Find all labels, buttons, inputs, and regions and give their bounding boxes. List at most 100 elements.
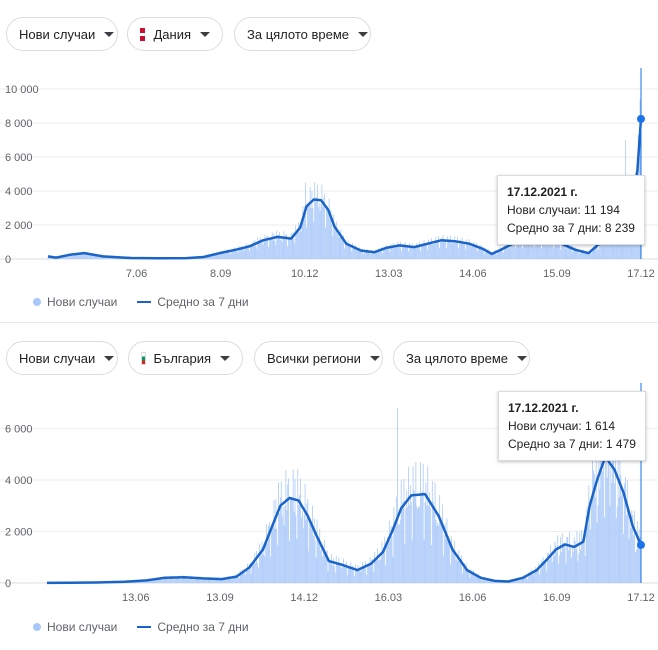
daily-bar [288,478,290,583]
legend-avg7: Средно за 7 дни [157,620,249,634]
daily-bar [373,252,374,259]
daily-bar [235,247,237,259]
daily-bar [517,579,519,583]
daily-bar [356,249,358,259]
daily-bar [575,549,577,583]
daily-bar [484,253,486,259]
daily-bar [331,554,333,583]
x-tick-label: 16.03 [375,592,403,604]
daily-bar [261,541,263,583]
daily-bar [84,255,86,259]
daily-bar [268,246,269,259]
daily-bar [205,257,207,259]
metric-dropdown[interactable]: Нови случаи [6,17,118,51]
daily-bar [561,241,563,259]
country-dropdown-label: България [153,350,211,366]
daily-bar [241,246,242,259]
daily-bar [633,535,635,583]
daily-bar [90,254,91,259]
daily-bar [332,564,333,583]
hover-point [637,540,645,549]
daily-bar [303,218,305,259]
daily-bar [215,254,217,259]
daily-bar [564,245,566,259]
daily-bar [630,528,632,583]
daily-bar [334,227,335,259]
daily-bar [375,558,376,583]
daily-bar [486,579,488,583]
daily-bar [282,238,284,259]
daily-bar [636,521,638,583]
daily-bar [306,227,307,259]
daily-bar [467,244,469,259]
daily-bar [324,193,326,259]
period-dropdown[interactable]: За цялото време [393,341,530,375]
daily-bar [602,471,603,583]
daily-bar [383,547,385,583]
daily-bar [236,573,238,583]
country-dropdown[interactable]: България [128,341,243,375]
daily-bar [246,569,247,583]
chart-tooltip: 17.12.2021 г. Нови случаи: 1 614 Средно … [498,391,646,461]
daily-bar [49,256,51,259]
region-dropdown[interactable]: Всички региони [254,341,383,375]
daily-bar [420,495,422,583]
daily-bar [93,253,95,259]
daily-bar [540,241,542,259]
daily-bar [344,242,346,259]
period-dropdown[interactable]: За цялото време [234,17,371,51]
chart-bulgaria[interactable]: 0 2 000 4 000 6 000 13.06 13.09 14.12 16.03 16.0… [0,323,658,613]
daily-bar [181,579,182,583]
daily-bar [355,569,357,583]
daily-bar [513,243,514,259]
daily-bar [408,251,410,259]
period-dropdown-label: За цялото време [406,350,509,366]
daily-bar [443,535,445,583]
daily-bar [453,540,455,583]
daily-bar [427,249,429,259]
daily-bar [260,547,262,583]
daily-bar [467,569,469,583]
daily-bar [430,507,431,583]
daily-bar [394,522,396,583]
daily-bar [593,249,595,259]
daily-bar [562,246,564,259]
daily-bar [459,559,461,583]
metric-dropdown[interactable]: Нови случаи [6,341,118,375]
daily-bar [282,506,284,583]
daily-bar [229,249,231,259]
daily-bar [413,490,415,583]
daily-bar [289,540,290,583]
daily-bar [420,462,421,583]
daily-bar [307,498,309,583]
daily-bar [549,560,550,583]
country-dropdown[interactable]: Дания [127,17,223,51]
daily-bar [254,240,256,259]
daily-bar [341,568,343,583]
hover-point [637,114,645,123]
daily-bar [599,489,601,583]
tooltip-new-cases: Нови случаи: 1 614 [508,419,616,433]
daily-bar [309,520,311,583]
daily-bar [322,556,323,583]
daily-bar [333,214,335,259]
daily-bar [542,238,543,259]
daily-bar [534,573,536,583]
daily-bar [229,576,231,583]
daily-bar [530,236,532,259]
daily-bar [372,251,373,259]
daily-bar [636,549,637,583]
legend-avg7: Средно за 7 дни [157,295,249,309]
daily-bar [85,254,87,259]
daily-bar [306,503,308,583]
daily-bar [391,536,393,583]
daily-bar [579,532,581,583]
daily-bar [285,234,287,259]
daily-bar [95,254,97,259]
daily-bar [533,572,535,583]
daily-bar [625,476,626,583]
daily-bar [59,257,61,259]
daily-bar [166,578,168,583]
daily-bar [512,242,514,259]
daily-bar [529,574,531,583]
